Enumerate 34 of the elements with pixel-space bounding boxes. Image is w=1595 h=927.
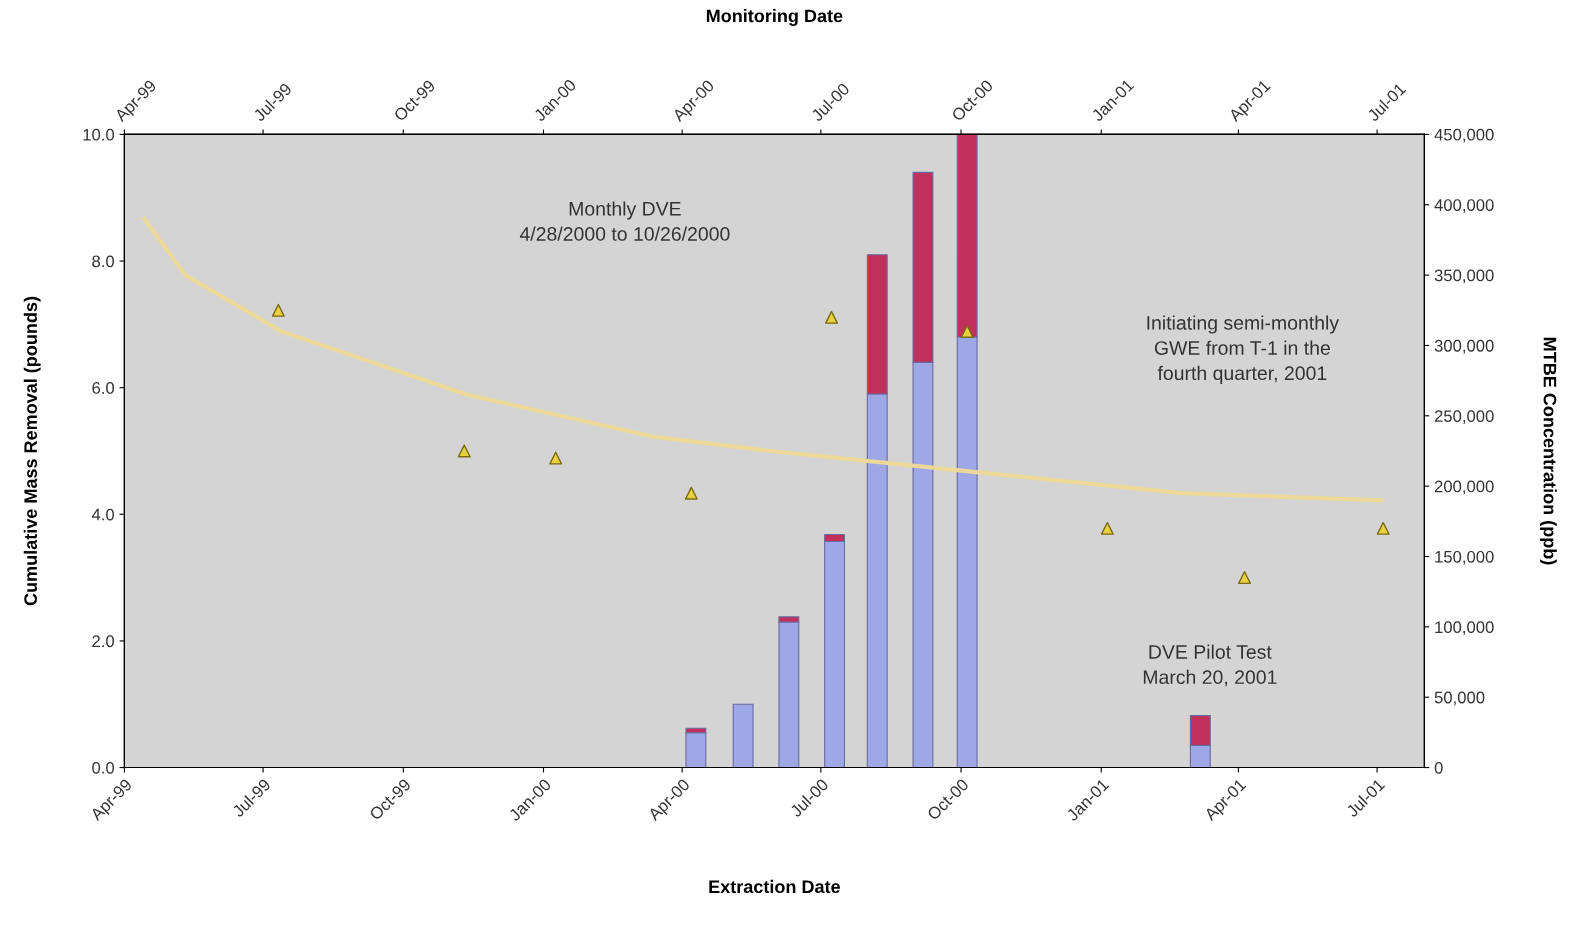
y2-tick-label: 450,000	[1434, 128, 1494, 143]
y2-tick-label: 200,000	[1434, 480, 1494, 495]
y2-axis-title: MTBE Concentration (ppb)	[1539, 337, 1557, 565]
y2-tick-label: 250,000	[1434, 410, 1494, 424]
point	[1100, 521, 1114, 535]
point	[684, 486, 698, 500]
annotation: Monthly DVE 4/28/2000 to 10/26/2000	[519, 201, 730, 241]
x2-axis-title: Monitoring Date	[706, 9, 843, 26]
y2-tick-label: 0	[1434, 761, 1443, 774]
y-tick-label: 0.0	[92, 761, 115, 774]
y-tick-label: 8.0	[92, 255, 115, 268]
annotation: DVE Pilot Test March 20, 2001	[1143, 644, 1277, 687]
y-tick-label: 4.0	[91, 508, 115, 521]
point	[271, 303, 285, 317]
point	[1376, 521, 1390, 535]
bar	[685, 732, 707, 768]
point	[960, 324, 974, 338]
y-tick-label: 6.0	[92, 382, 115, 394]
y2-tick-label: 350,000	[1434, 269, 1494, 284]
y2-tick-label: 100,000	[1435, 621, 1494, 636]
x-axis-title: Extraction Date	[709, 879, 840, 894]
y2-tick-label: 300,000	[1434, 339, 1494, 354]
y-tick-label: 10.0	[83, 128, 115, 141]
y2-tick-label: 150,000	[1435, 550, 1494, 565]
y2-tick-label: 50,000	[1434, 691, 1485, 706]
y-axis-title: Cumulative Mass Removal (pounds)	[23, 296, 41, 606]
point	[549, 451, 563, 465]
point	[457, 444, 471, 458]
y2-tick-label: 400,000	[1434, 199, 1494, 213]
bar	[732, 703, 754, 768]
y-tick-label: 2.0	[92, 635, 115, 648]
point	[1238, 571, 1252, 585]
annotation: Initiating semi-monthly GWE from T-1 in the fourth quarter, 2001	[1147, 315, 1340, 384]
point	[825, 310, 839, 324]
